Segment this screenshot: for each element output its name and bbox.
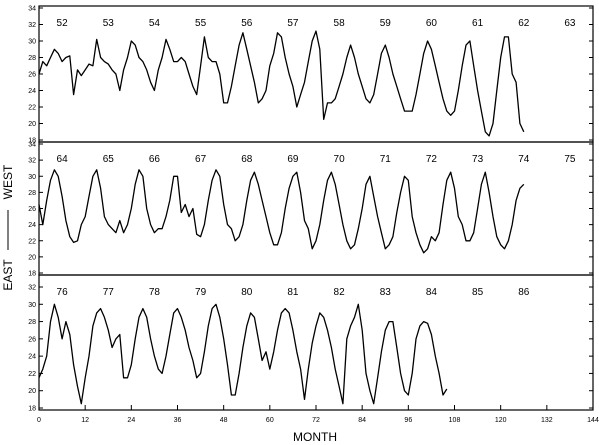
y-tick-label: 30 (28, 39, 36, 46)
y-tick-label: 30 (28, 174, 36, 181)
year-label: 56 (241, 18, 253, 29)
panel-1: 18 20 22 24 26 28 30 32 34 52 53 54 55 56 57 58 59 60 61 62… (28, 5, 594, 145)
year-label: 61 (472, 18, 484, 29)
y-tick-label: 20 (28, 121, 36, 128)
year-label: 82 (334, 287, 346, 298)
x-tick-label: 120 (495, 417, 507, 424)
y-tick-label: 28 (28, 55, 36, 62)
year-label: 64 (57, 154, 69, 165)
year-label: 63 (564, 18, 576, 29)
y-tick-label: 18 (28, 138, 36, 145)
sst-series-line (38, 30, 525, 137)
y-tick-label: 22 (28, 371, 36, 378)
x-tick-label: 12 (81, 417, 89, 424)
y-tick-label: 26 (28, 336, 36, 343)
y-tick-label: 24 (28, 88, 36, 95)
y-tick-label: 30 (28, 302, 36, 309)
y-tick-label: 28 (28, 319, 36, 326)
year-label: 73 (472, 154, 484, 165)
y-tick-label: 34 (28, 6, 36, 13)
year-label: 77 (103, 287, 115, 298)
x-tick-label: 48 (220, 417, 228, 424)
year-label: 83 (380, 287, 392, 298)
y-tick-label: 18 (28, 406, 36, 413)
year-label: 52 (57, 18, 69, 29)
year-label: 66 (149, 154, 161, 165)
y-tick-label: 32 (28, 158, 36, 165)
year-label: 62 (518, 18, 530, 29)
x-tick-label: 60 (266, 417, 274, 424)
year-label: 69 (287, 154, 299, 165)
year-label: 71 (380, 154, 392, 165)
year-label: 65 (103, 154, 115, 165)
y-axis-title-west: WEST (1, 164, 15, 199)
x-tick-label: 36 (174, 417, 182, 424)
y-tick-label: 22 (28, 105, 36, 112)
year-label: 67 (195, 154, 207, 165)
y-tick-label: 28 (28, 190, 36, 197)
year-label: 78 (149, 287, 161, 298)
year-label: 75 (564, 154, 576, 165)
x-tick-label: 0 (37, 417, 41, 424)
year-label: 68 (241, 154, 253, 165)
x-axis-title: MONTH (293, 430, 337, 444)
year-label: 85 (472, 287, 484, 298)
year-label: 55 (195, 18, 207, 29)
sst-series-line (38, 169, 525, 254)
y-tick-label: 22 (28, 238, 36, 245)
x-tick-label: 132 (541, 417, 553, 424)
x-tick-label: 24 (127, 417, 135, 424)
year-label: 72 (426, 154, 438, 165)
panel-frame (38, 5, 594, 143)
year-label: 59 (380, 18, 392, 29)
y-axis-title-east: EAST (1, 259, 15, 291)
panel-3: 18 20 22 24 26 28 30 32 76 77 78 79 80 81 82 83 84 85 86 (28, 274, 594, 413)
year-label: 86 (518, 287, 530, 298)
y-tick-label: 26 (28, 206, 36, 213)
y-tick-label: 18 (28, 271, 36, 278)
panel-frame (38, 141, 594, 276)
y-tick-label: 20 (28, 254, 36, 261)
year-label: 81 (287, 287, 299, 298)
y-tick-label: 34 (28, 142, 36, 149)
year-label: 76 (57, 287, 69, 298)
panel-frame (38, 274, 594, 411)
y-tick-label: 24 (28, 354, 36, 361)
year-label: 70 (334, 154, 346, 165)
panel-2: 18 20 22 24 26 28 30 32 34 64 65 66 67 68 69 70 71 72 73 74… (28, 141, 594, 278)
year-label: 60 (426, 18, 438, 29)
x-tick-label: 72 (312, 417, 320, 424)
x-tick-label: 108 (449, 417, 461, 424)
year-label: 57 (287, 18, 299, 29)
y-tick-label: 24 (28, 222, 36, 229)
x-tick-label: 96 (404, 417, 412, 424)
year-label: 79 (195, 287, 207, 298)
year-label: 53 (103, 18, 115, 29)
year-label: 84 (426, 287, 438, 298)
year-label: 74 (518, 154, 530, 165)
year-label: 58 (334, 18, 346, 29)
y-tick-label: 20 (28, 388, 36, 395)
y-tick-label: 32 (28, 285, 36, 292)
sst-series-line (38, 303, 448, 405)
y-tick-label: 32 (28, 22, 36, 29)
year-label: 80 (241, 287, 253, 298)
x-tick-label: 84 (358, 417, 366, 424)
x-tick-label: 144 (587, 417, 599, 424)
y-tick-label: 26 (28, 72, 36, 79)
year-label: 54 (149, 18, 161, 29)
